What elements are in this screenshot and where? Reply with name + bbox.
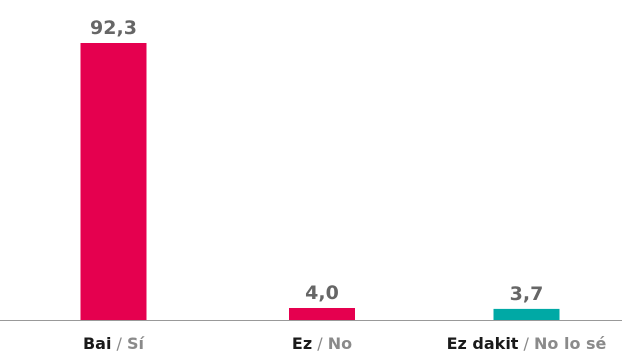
category-secondary-3: No lo sé — [534, 334, 607, 353]
category-separator-3: / — [518, 334, 534, 353]
bar-2 — [289, 307, 355, 320]
category-label-3: Ez dakit / No lo sé — [447, 334, 607, 353]
value-label-3: 3,7 — [510, 283, 544, 305]
category-secondary-2: No — [328, 334, 352, 353]
bars-layer — [80, 43, 560, 320]
value-label-2: 4,0 — [305, 282, 339, 304]
labels-layer: 92,3 Bai / Sí 4,0 Ez / No 3,7 Ez dakit / No l… — [83, 17, 607, 353]
category-separator-1: / — [111, 334, 127, 353]
category-primary-2: Ez — [292, 334, 312, 353]
category-primary-3: Ez dakit — [447, 334, 519, 353]
category-label-2: Ez / No — [292, 334, 352, 353]
category-primary-1: Bai — [83, 334, 111, 353]
category-label-1: Bai / Sí — [83, 334, 146, 353]
bar-3 — [493, 308, 560, 320]
value-label-1: 92,3 — [90, 17, 137, 39]
bar-1 — [80, 43, 147, 320]
category-separator-2: / — [312, 334, 328, 353]
category-secondary-1: Sí — [127, 334, 146, 353]
